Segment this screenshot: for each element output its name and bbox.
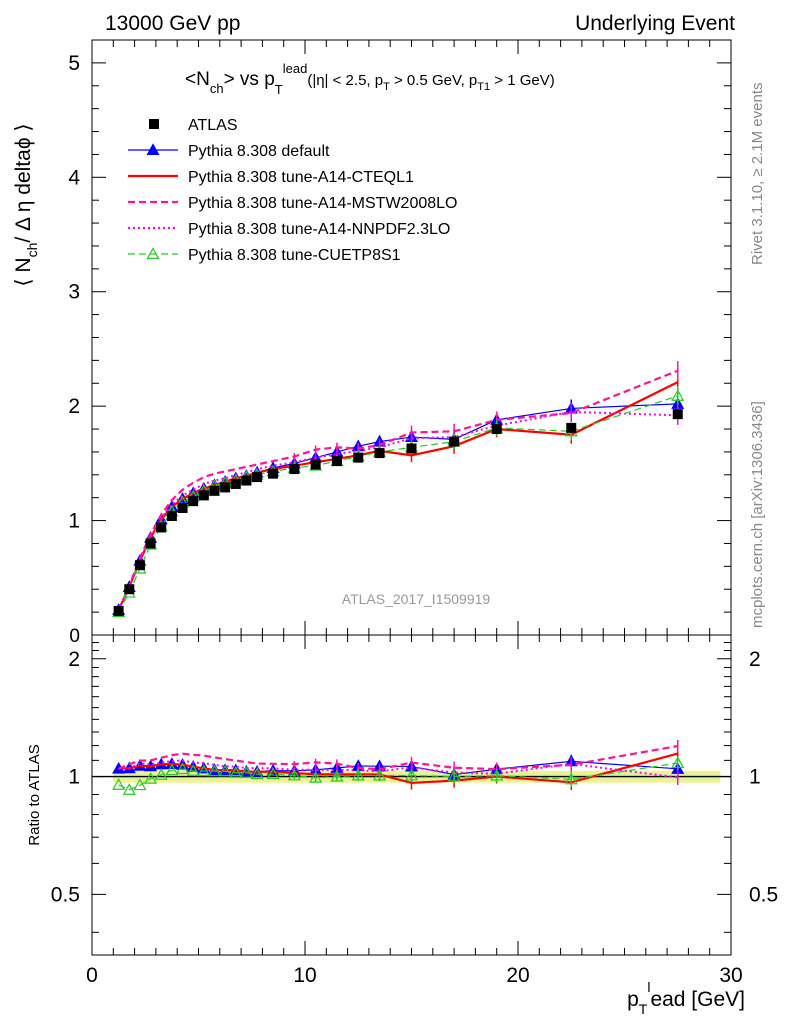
y-tick-label: 5 xyxy=(68,52,80,75)
axes: 0 10 20 30 0 1 2 3 4 5 0.5 0.5 1 1 2 2 xyxy=(51,39,778,987)
ratio-tick-label-right: 1 xyxy=(749,766,761,789)
rivet-label: Rivet 3.1.10, ≥ 2.1M events xyxy=(749,83,766,266)
y-tick-label: 3 xyxy=(68,281,80,304)
point-atlas xyxy=(374,448,385,459)
x-axis-label: pTlead [GeV] xyxy=(627,979,745,1017)
ratio-tick-label-right: 0.5 xyxy=(749,883,778,906)
svg-text:<Nch> vs pTlead(|η| < 2.5, pT: <Nch> vs pTlead(|η| < 2.5, pT > 0.5 GeV,… xyxy=(185,61,555,97)
point-atlas xyxy=(566,422,577,433)
ratio-point-cuetp8s1 xyxy=(309,770,323,783)
point-atlas xyxy=(166,511,177,521)
ratio-tick-label: 0.5 xyxy=(51,883,80,906)
legend-label-atlas: ATLAS xyxy=(188,117,238,134)
ratio-point-cuetp8s1 xyxy=(122,783,136,795)
ratio-point-cuetp8s1 xyxy=(144,771,158,784)
ratio-point-cuetp8s1 xyxy=(186,764,200,776)
x-tick-label: 10 xyxy=(293,964,316,987)
point-atlas xyxy=(252,472,263,483)
ratio-point-cuetp8s1 xyxy=(207,764,221,777)
ratio-point-cuetp8s1 xyxy=(239,766,253,778)
ratio-tick-label: 1 xyxy=(68,766,80,789)
plot-title: <Nch> vs pTlead(|η| < 2.5, pT > 0.5 GeV,… xyxy=(185,61,555,97)
legend-label-default: Pythia 8.308 default xyxy=(188,143,330,160)
point-atlas xyxy=(310,459,321,470)
point-atlas xyxy=(672,409,683,420)
legend-label-a14mstw: Pythia 8.308 tune-A14-MSTW2008LO xyxy=(188,195,457,212)
point-atlas xyxy=(124,584,135,595)
point-atlas xyxy=(134,560,145,571)
y-axis-label: ⟨ Nch/ Δ η deltaϕ ⟩ xyxy=(12,123,40,286)
header-right: Underlying Event xyxy=(575,12,735,35)
ratio-tick-label: 2 xyxy=(68,648,80,671)
analysis-watermark: ATLAS_2017_I1509919 xyxy=(342,591,491,607)
ratio-point-cuetp8s1 xyxy=(266,767,280,780)
legend-label-cuetp8s1: Pythia 8.308 tune-CUETP8S1 xyxy=(188,247,401,264)
point-atlas xyxy=(145,538,156,549)
ratio-point-cuetp8s1 xyxy=(404,768,419,781)
point-atlas xyxy=(289,464,300,475)
ratio-point-cuetp8s1 xyxy=(218,764,232,777)
ratio-point-cuetp8s1 xyxy=(330,769,344,782)
y-tick-label: 4 xyxy=(68,166,80,189)
ratio-point-cuetp8s1 xyxy=(287,768,301,781)
main-panel xyxy=(112,361,685,618)
ratio-point-cuetp8s1 xyxy=(671,756,685,769)
ratio-point-cuetp8s1 xyxy=(564,772,578,785)
ratio-point-cuetp8s1 xyxy=(351,768,365,781)
ratio-point-cuetp8s1 xyxy=(373,768,387,781)
legend-label-a14nnpdf: Pythia 8.308 tune-A14-NNPDF2.3LO xyxy=(188,221,450,238)
ratio-point-cuetp8s1 xyxy=(250,767,264,780)
legend-marker-atlas xyxy=(149,119,159,129)
y-tick-label: 1 xyxy=(68,510,80,533)
point-atlas xyxy=(353,452,364,463)
point-atlas xyxy=(230,478,241,489)
svg-text:⟨ Nch/ Δ η deltaϕ ⟩: ⟨ Nch/ Δ η deltaϕ ⟩ xyxy=(12,123,40,286)
legend-marker-cuetp8s1 xyxy=(146,247,160,259)
ratio-point-cuetp8s1 xyxy=(176,762,190,775)
ratio-point-cuetp8s1 xyxy=(133,778,147,791)
point-atlas xyxy=(113,605,124,616)
ratio-point-cuetp8s1 xyxy=(112,778,126,790)
ratio-point-cuetp8s1 xyxy=(165,763,179,776)
point-atlas xyxy=(156,522,167,533)
y-tick-label: 2 xyxy=(68,395,80,418)
series-line-cuetp8s1 xyxy=(118,395,678,613)
ratio-point-cuetp8s1 xyxy=(490,768,504,781)
point-atlas xyxy=(331,456,342,467)
svg-text:pTlead [GeV]: pTlead [GeV] xyxy=(627,979,745,1017)
point-atlas xyxy=(188,496,199,507)
header-left: 13000 GeV pp xyxy=(105,12,240,35)
point-atlas xyxy=(491,424,502,435)
ratio-point-cuetp8s1 xyxy=(447,769,461,782)
mcplots-label: mcplots.cern.ch [arXiv:1306.3436] xyxy=(749,401,766,628)
ratio-tick-label-right: 2 xyxy=(749,648,761,671)
x-tick-label: 0 xyxy=(86,964,98,987)
ratio-frame xyxy=(91,634,732,956)
point-atlas xyxy=(220,482,231,493)
x-tick-label: 20 xyxy=(506,964,529,987)
ratio-point-cuetp8s1 xyxy=(154,768,168,780)
ratio-point-cuetp8s1 xyxy=(197,764,211,777)
x-tick-label: 30 xyxy=(719,964,742,987)
point-atlas xyxy=(198,490,209,501)
point-atlas xyxy=(209,485,220,496)
point-atlas xyxy=(449,436,460,447)
legend: ATLAS Pythia 8.308 default Pythia 8.308 tu… xyxy=(128,117,457,264)
point-atlas xyxy=(177,502,188,513)
series-line-default xyxy=(118,403,678,611)
y-tick-label: 0 xyxy=(69,626,80,647)
ratio-y-axis-label: Ratio to ATLAS xyxy=(26,744,43,845)
series-line-a14nnpdf xyxy=(117,410,678,611)
ratio-panel xyxy=(112,739,685,795)
ratio-point-cuetp8s1 xyxy=(229,766,243,778)
point-atlas xyxy=(241,475,252,486)
point-atlas xyxy=(268,468,279,479)
point-atlas xyxy=(406,443,417,454)
legend-label-a14cteq: Pythia 8.308 tune-A14-CTEQL1 xyxy=(188,169,414,186)
legend-marker-default xyxy=(146,143,160,155)
point-cuetp8s1 xyxy=(671,389,685,401)
